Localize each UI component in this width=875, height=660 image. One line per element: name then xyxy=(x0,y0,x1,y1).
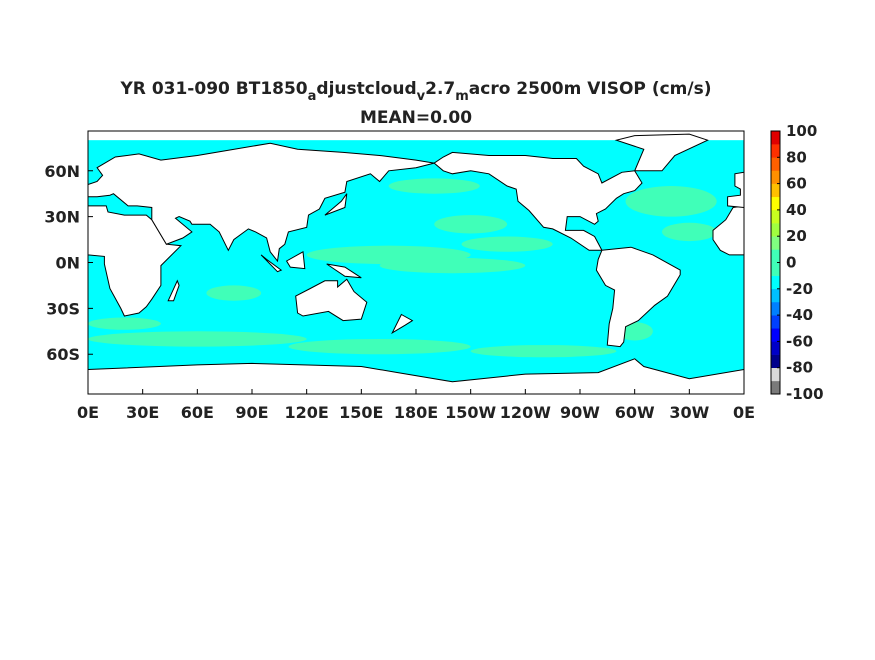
colorbar-swatch xyxy=(771,144,780,158)
title-text: djustcloud xyxy=(316,79,416,99)
colorbar-swatch xyxy=(771,196,780,211)
colorbar-swatch xyxy=(771,354,780,368)
ocean-band xyxy=(388,178,480,194)
y-tick-label: 60N xyxy=(44,162,80,181)
x-tick-label: 0E xyxy=(733,403,755,422)
land xyxy=(326,263,362,279)
ocean-band xyxy=(470,345,617,358)
land xyxy=(285,250,306,270)
land xyxy=(614,133,709,172)
land xyxy=(712,205,744,256)
y-tick-label: 60S xyxy=(46,345,80,364)
colorbar-tick-label: -80 xyxy=(786,359,813,377)
colorbar-swatch xyxy=(771,315,780,329)
x-tick-label: 0E xyxy=(77,403,99,422)
colorbar-swatch xyxy=(771,301,780,316)
land xyxy=(295,278,368,322)
colorbar-swatch xyxy=(771,367,780,382)
colorbar-tick-label: -40 xyxy=(786,306,813,324)
title-text: acro 2500m VISOP (cm/s) xyxy=(469,79,712,99)
title-text: YR 031-090 BT1850 xyxy=(120,79,308,99)
colorbar-tick-label: 80 xyxy=(786,148,807,166)
ocean-band xyxy=(206,285,262,301)
ocean-band xyxy=(288,338,471,355)
x-tick-label: 150E xyxy=(339,403,383,422)
x-tick-label: 120W xyxy=(500,403,551,422)
x-tick-label: 90E xyxy=(235,403,268,422)
x-tick-label: 60W xyxy=(615,403,655,422)
colorbar-tick-label: 40 xyxy=(786,201,807,219)
colorbar-swatch xyxy=(771,380,780,395)
y-tick-label: 30N xyxy=(44,208,80,227)
colorbar-tick-label: 20 xyxy=(786,227,807,245)
land xyxy=(88,358,744,394)
x-tick-label: 30W xyxy=(669,403,709,422)
ocean-band xyxy=(88,317,161,330)
colorbar-swatch xyxy=(771,341,780,355)
colorbar-swatch xyxy=(771,288,780,303)
colorbar-tick-label: -100 xyxy=(786,385,824,403)
y-tick-label: 30S xyxy=(46,299,80,318)
title-subscript: m xyxy=(455,89,469,104)
chart-title: YR 031-090 BT1850adjustcloudv2.7macro 25… xyxy=(120,79,712,104)
colorbar-swatch xyxy=(771,249,780,263)
land xyxy=(88,205,182,317)
ocean-band xyxy=(379,257,526,274)
land xyxy=(727,171,744,209)
land xyxy=(324,193,348,216)
land xyxy=(167,279,180,302)
colorbar-swatch xyxy=(771,223,780,237)
land xyxy=(391,313,414,335)
land xyxy=(88,142,435,263)
colorbar-swatch xyxy=(771,275,780,290)
colorbar-tick-label: -20 xyxy=(786,280,813,298)
ocean-band xyxy=(625,186,717,217)
y-tick-label: 0N xyxy=(55,254,80,273)
ocean-band xyxy=(88,331,307,347)
chart-subtitle: MEAN=0.00 xyxy=(360,108,472,128)
title-subscript: a xyxy=(308,89,317,104)
colorbar-swatch xyxy=(771,131,780,145)
land xyxy=(433,151,643,251)
colorbar-swatch xyxy=(771,236,780,250)
x-tick-label: 90W xyxy=(560,403,600,422)
land xyxy=(260,254,283,273)
x-tick-label: 150W xyxy=(445,403,496,422)
x-tick-label: 30E xyxy=(126,403,159,422)
ocean-band xyxy=(662,222,717,242)
x-tick-label: 120E xyxy=(285,403,329,422)
ocean-band xyxy=(461,236,553,252)
colorbar-swatch xyxy=(771,157,780,171)
arctic-nodata xyxy=(88,131,744,141)
colorbar-tick-label: -60 xyxy=(786,332,813,350)
colorbar-swatch xyxy=(771,170,780,184)
colorbar-swatch xyxy=(771,209,780,224)
colorbar-swatch xyxy=(771,328,780,342)
colorbar-swatch xyxy=(771,183,780,198)
title-subscript: v xyxy=(417,89,426,104)
colorbar-tick-label: 60 xyxy=(786,175,807,193)
x-tick-label: 180E xyxy=(394,403,438,422)
colorbar-swatch xyxy=(771,262,780,276)
title-text: 2.7 xyxy=(425,79,455,99)
x-tick-label: 60E xyxy=(181,403,214,422)
land xyxy=(595,246,681,348)
colorbar-tick-label: 100 xyxy=(786,122,817,140)
ocean-band xyxy=(434,215,508,234)
colorbar-tick-label: 0 xyxy=(786,254,796,272)
map-area xyxy=(88,131,744,394)
